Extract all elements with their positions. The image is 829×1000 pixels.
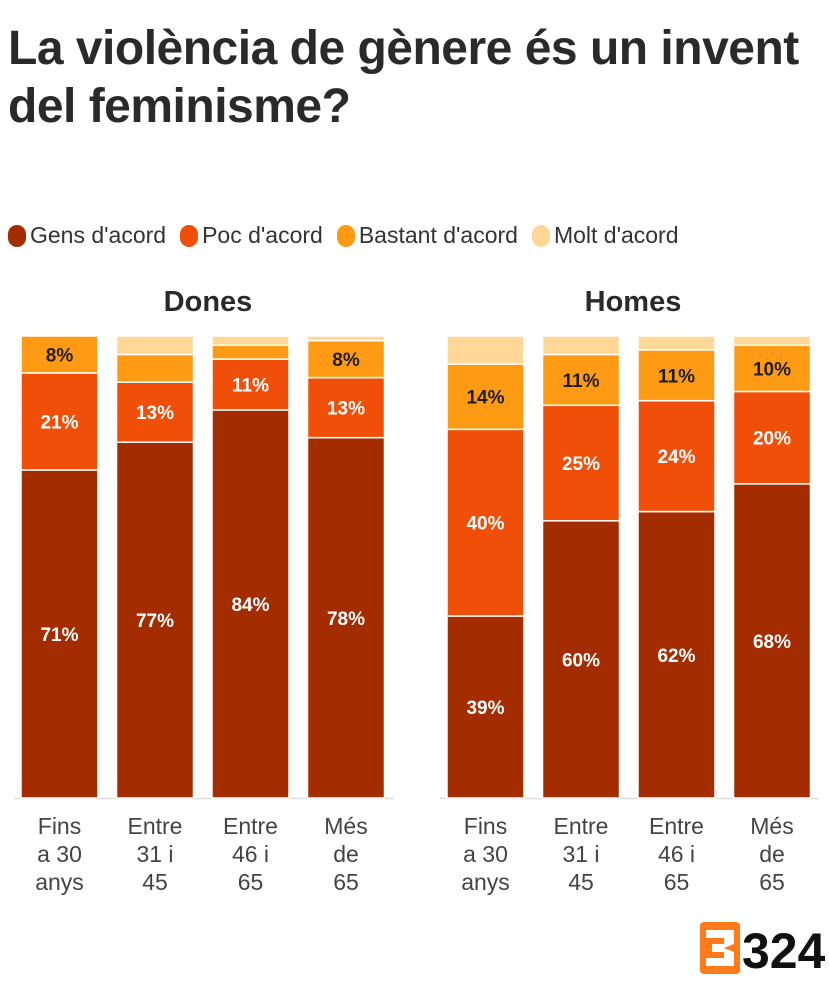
bar-dones-0-s0 xyxy=(20,469,99,799)
category-label-dones-1-2: 45 xyxy=(142,869,168,895)
data-label-homes-0-s0: 39% xyxy=(466,698,504,719)
panel-title-homes: Homes xyxy=(584,286,682,318)
bar-homes-1-s0 xyxy=(541,520,621,799)
bar-dones-0-s2 xyxy=(20,335,99,374)
bar-dones-3-s3 xyxy=(306,335,386,342)
logo-text: 324 xyxy=(742,923,825,974)
legend-swatch-bastant xyxy=(336,224,355,247)
bar-homes-3-s2 xyxy=(732,344,812,393)
bar-homes-2-s1 xyxy=(637,399,716,513)
legend-label-poc: Poc d'acord xyxy=(202,222,323,248)
data-label-dones-1-s1: 13% xyxy=(136,403,174,424)
category-label-dones-0-1: a 30 xyxy=(37,841,82,867)
legend-item-molt: Molt d'acord xyxy=(531,222,679,249)
legend-item-poc: Poc d'acord xyxy=(180,222,323,249)
legend-item-bastant: Bastant d'acord xyxy=(336,222,518,249)
bar-homes-0-s0 xyxy=(446,615,525,799)
category-label-dones-0-0: Fins xyxy=(38,813,81,839)
data-label-dones-0-s1: 21% xyxy=(40,412,78,433)
category-label-homes-0-2: anys xyxy=(461,869,510,895)
category-label-homes-3-0: Més xyxy=(750,813,793,839)
data-label-dones-3-s0: 78% xyxy=(327,609,365,630)
data-label-dones-0-s0: 71% xyxy=(40,625,78,646)
bar-dones-1-s0 xyxy=(115,441,195,799)
category-label-homes-0-1: a 30 xyxy=(463,841,508,867)
category-label-dones-0-2: anys xyxy=(35,869,84,895)
category-label-homes-3-2: 65 xyxy=(759,869,785,895)
category-label-homes-2-2: 65 xyxy=(664,869,690,895)
legend-swatch-gens xyxy=(8,224,26,247)
data-label-homes-2-s2: 11% xyxy=(658,366,695,387)
category-label-homes-2-0: Entre xyxy=(649,813,704,839)
category-label-homes-1-0: Entre xyxy=(554,813,609,839)
data-label-dones-1-s0: 77% xyxy=(136,611,174,632)
category-label-dones-3-0: Més xyxy=(324,813,367,839)
bar-homes-0-s3 xyxy=(446,335,525,365)
category-label-dones-2-2: 65 xyxy=(238,869,264,895)
legend-swatch-molt xyxy=(531,224,550,247)
legend-label-bastant: Bastant d'acord xyxy=(358,222,518,248)
3cat-324-logo: 324 xyxy=(700,922,825,974)
data-label-dones-3-s1: 13% xyxy=(327,399,365,420)
data-label-homes-3-s1: 20% xyxy=(753,429,791,450)
data-label-homes-0-s2: 14% xyxy=(466,388,504,409)
legend-item-gens: Gens d'acord xyxy=(8,222,166,249)
data-label-homes-1-s2: 11% xyxy=(563,371,600,392)
category-label-dones-2-1: 46 i xyxy=(232,841,269,867)
bar-dones-1-s2 xyxy=(115,353,195,383)
bar-homes-2-s0 xyxy=(637,510,716,799)
panel-title-dones: Dones xyxy=(163,286,253,318)
category-label-dones-3-2: 65 xyxy=(333,869,359,895)
category-label-dones-1-1: 31 i xyxy=(136,841,173,867)
category-label-homes-1-2: 45 xyxy=(568,869,594,895)
bar-dones-2-s0 xyxy=(211,409,290,799)
category-label-dones-2-0: Entre xyxy=(223,813,278,839)
category-label-homes-0-0: Fins xyxy=(464,813,507,839)
bar-dones-1-s3 xyxy=(115,335,195,356)
bar-homes-1-s3 xyxy=(541,335,621,356)
bar-dones-0-s1 xyxy=(20,372,99,471)
category-label-homes-1-1: 31 i xyxy=(562,841,599,867)
data-label-homes-2-s1: 24% xyxy=(657,447,695,468)
data-label-homes-2-s0: 62% xyxy=(657,646,695,667)
data-label-homes-3-s0: 68% xyxy=(753,632,791,653)
bar-dones-3-s0 xyxy=(306,436,386,799)
legend: Gens d'acord Poc d'acord Bastant d'acord… xyxy=(8,222,679,249)
data-label-dones-2-s1: 11% xyxy=(232,376,269,397)
data-label-dones-3-s2: 8% xyxy=(332,350,360,371)
bar-dones-2-s1 xyxy=(211,358,290,411)
data-label-dones-0-s2: 8% xyxy=(46,345,74,366)
bar-homes-0-s2 xyxy=(446,363,525,431)
category-label-homes-2-1: 46 i xyxy=(658,841,695,867)
bar-dones-2-s3 xyxy=(211,335,290,346)
data-label-homes-1-s0: 60% xyxy=(562,650,600,671)
bar-homes-2-s3 xyxy=(637,335,716,351)
legend-label-molt: Molt d'acord xyxy=(553,222,679,248)
bar-homes-1-s1 xyxy=(541,404,621,522)
bar-dones-2-s2 xyxy=(211,344,290,360)
bar-dones-1-s1 xyxy=(115,381,195,444)
data-label-homes-0-s1: 40% xyxy=(466,514,504,535)
legend-swatch-poc xyxy=(180,224,199,247)
logo-3-glyph xyxy=(706,930,734,966)
data-label-homes-3-s2: 10% xyxy=(753,359,791,380)
chart-title: La violència de gènere és un invent del … xyxy=(8,22,799,133)
bar-homes-3-s3 xyxy=(732,335,812,346)
category-label-homes-3-1: de xyxy=(759,841,785,867)
data-label-homes-1-s1: 25% xyxy=(562,454,600,475)
legend-label-gens: Gens d'acord xyxy=(30,222,167,248)
category-label-dones-3-1: de xyxy=(333,841,359,867)
category-label-dones-1-0: Entre xyxy=(128,813,183,839)
bar-homes-3-s0 xyxy=(732,483,812,799)
data-label-dones-2-s0: 84% xyxy=(231,595,269,616)
